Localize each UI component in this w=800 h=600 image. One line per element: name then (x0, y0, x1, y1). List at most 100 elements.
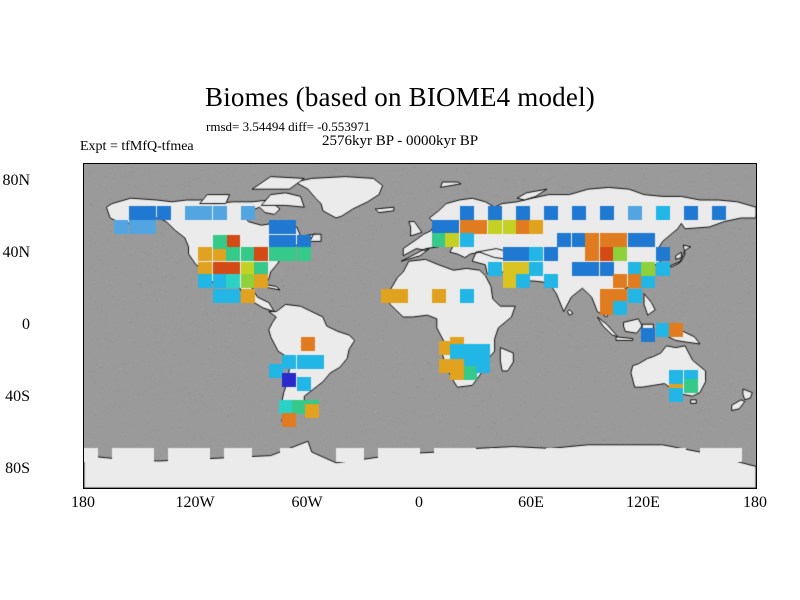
axis-minor-tick (345, 488, 346, 489)
y-axis-label: 80N (2, 172, 30, 190)
axis-minor-tick (233, 163, 234, 164)
axis-minor-tick (681, 163, 682, 164)
axis-minor-tick (83, 308, 84, 309)
axis-major-tick (756, 182, 757, 183)
axis-minor-tick (737, 163, 738, 164)
axis-minor-tick (513, 163, 514, 164)
axis-minor-tick (756, 308, 757, 309)
axis-minor-tick (756, 344, 757, 345)
axis-minor-tick (457, 488, 458, 489)
axis-minor-tick (289, 163, 290, 164)
axis-minor-tick (252, 163, 253, 164)
axis-minor-tick (569, 163, 570, 164)
axis-major-tick (84, 163, 85, 164)
axis-minor-tick (271, 163, 272, 164)
axis-minor-tick (513, 488, 514, 489)
axis-minor-tick (476, 488, 477, 489)
axis-major-tick (644, 163, 645, 164)
axis-minor-tick (401, 488, 402, 489)
axis-minor-tick (756, 218, 757, 219)
screenshot-root: Biomes (based on BIOME4 model) rmsd= 3.5… (0, 0, 800, 600)
axis-major-tick (83, 182, 84, 183)
axis-major-tick (420, 163, 421, 164)
axis-minor-tick (756, 236, 757, 237)
axis-minor-tick (756, 434, 757, 435)
axis-minor-tick (83, 218, 84, 219)
axis-minor-tick (681, 488, 682, 489)
axis-major-tick (308, 163, 309, 164)
axis-minor-tick (719, 488, 720, 489)
axis-minor-tick (700, 163, 701, 164)
axis-minor-tick (756, 452, 757, 453)
axis-minor-tick (756, 272, 757, 273)
axis-minor-tick (364, 163, 365, 164)
x-axis-label: 120W (175, 494, 214, 512)
axis-minor-tick (569, 488, 570, 489)
x-axis-label: 180 (71, 494, 95, 512)
axis-minor-tick (551, 163, 552, 164)
axis-minor-tick (83, 344, 84, 345)
axis-minor-tick (327, 488, 328, 489)
y-axis-label: 80S (5, 460, 30, 478)
axis-minor-tick (756, 488, 757, 489)
axis-minor-tick (495, 163, 496, 164)
axis-minor-tick (252, 488, 253, 489)
axis-minor-tick (83, 236, 84, 237)
axis-major-tick (756, 470, 757, 471)
x-axis-label: 60E (518, 494, 544, 512)
axis-minor-tick (457, 163, 458, 164)
axis-minor-tick (140, 488, 141, 489)
axis-minor-tick (756, 416, 757, 417)
axis-major-tick (532, 488, 533, 489)
x-axis-label: 60W (291, 494, 322, 512)
axis-minor-tick (737, 488, 738, 489)
period-annotation: 2576kyr BP - 0000kyr BP (322, 133, 478, 150)
axis-major-tick (83, 326, 84, 327)
axis-minor-tick (271, 488, 272, 489)
experiment-annotation: Expt = tfMfQ-tfmea (80, 139, 194, 155)
axis-minor-tick (495, 488, 496, 489)
axis-minor-tick (121, 163, 122, 164)
axis-minor-tick (177, 488, 178, 489)
axis-minor-tick (289, 488, 290, 489)
x-axis-label: 0 (415, 494, 423, 512)
axis-minor-tick (121, 488, 122, 489)
axis-minor-tick (588, 488, 589, 489)
axis-minor-tick (83, 362, 84, 363)
axis-minor-tick (756, 290, 757, 291)
x-axis-label: 180 (743, 494, 767, 512)
axis-minor-tick (756, 362, 757, 363)
axis-major-tick (756, 254, 757, 255)
axis-minor-tick (83, 290, 84, 291)
axis-minor-tick (588, 163, 589, 164)
axis-minor-tick (159, 488, 160, 489)
axis-major-tick (420, 488, 421, 489)
axis-minor-tick (439, 488, 440, 489)
axis-major-tick (84, 488, 85, 489)
axis-minor-tick (177, 163, 178, 164)
axis-minor-tick (756, 164, 757, 165)
axis-major-tick (83, 398, 84, 399)
axis-major-tick (308, 488, 309, 489)
axis-minor-tick (383, 163, 384, 164)
axis-minor-tick (103, 488, 104, 489)
axis-minor-tick (83, 164, 84, 165)
axis-minor-tick (476, 163, 477, 164)
axis-minor-tick (83, 200, 84, 201)
axis-minor-tick (159, 163, 160, 164)
axis-minor-tick (663, 488, 664, 489)
axis-minor-tick (551, 488, 552, 489)
axis-major-tick (756, 398, 757, 399)
page-title: Biomes (based on BIOME4 model) (0, 82, 800, 113)
map-plot-frame (83, 163, 757, 489)
axis-minor-tick (345, 163, 346, 164)
axis-minor-tick (364, 488, 365, 489)
y-axis-label: 40N (2, 244, 30, 262)
axis-major-tick (196, 163, 197, 164)
axis-minor-tick (383, 488, 384, 489)
axis-major-tick (83, 254, 84, 255)
axis-minor-tick (756, 200, 757, 201)
axis-minor-tick (215, 488, 216, 489)
axis-major-tick (83, 470, 84, 471)
axis-minor-tick (607, 488, 608, 489)
